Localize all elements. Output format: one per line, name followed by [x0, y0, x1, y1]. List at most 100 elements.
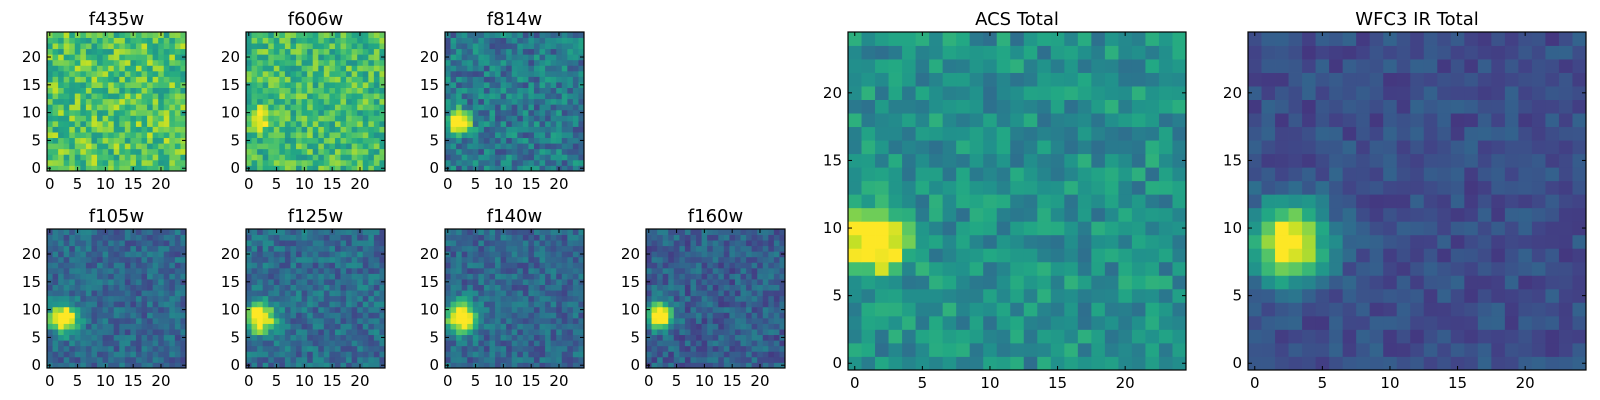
heatmap-pixel: [58, 273, 65, 280]
heatmap-pixel: [861, 329, 876, 344]
heatmap-pixel: [561, 65, 568, 72]
heatmap-pixel: [251, 351, 258, 358]
heatmap-pixel: [875, 207, 889, 222]
heatmap-pixel: [301, 82, 308, 88]
heatmap-pixel: [461, 234, 468, 241]
heatmap-pixel: [180, 98, 187, 105]
heatmap-pixel: [517, 82, 524, 88]
heatmap-pixel: [723, 351, 730, 358]
heatmap-pixel: [158, 109, 165, 116]
heatmap-pixel: [102, 317, 109, 324]
heatmap-pixel: [445, 301, 451, 308]
heatmap-pixel: [52, 165, 59, 172]
heatmap-pixel: [279, 229, 286, 235]
heatmap-pixel: [124, 301, 131, 308]
heatmap-pixel: [461, 37, 468, 44]
heatmap-pixel: [539, 345, 546, 352]
heatmap-pixel: [334, 76, 341, 83]
heatmap-pixel: [141, 154, 148, 161]
heatmap-pixel: [318, 148, 325, 155]
heatmap-pixel: [478, 120, 485, 127]
heatmap-pixel: [257, 312, 264, 319]
heatmap-pixel: [578, 345, 585, 352]
heatmap-pixel: [318, 267, 325, 274]
heatmap-pixel: [773, 312, 780, 319]
heatmap-pixel: [461, 148, 468, 155]
heatmap-pixel: [279, 234, 286, 241]
heatmap-pixel: [456, 306, 463, 313]
heatmap-pixel: [91, 351, 98, 358]
heatmap-pixel: [690, 334, 697, 341]
heatmap-pixel: [284, 290, 291, 297]
heatmap-pixel: [273, 323, 280, 330]
heatmap-pixel: [511, 98, 518, 105]
heatmap-pixel: [351, 334, 358, 341]
heatmap-pixel: [550, 267, 557, 274]
heatmap-pixel: [450, 245, 457, 252]
heatmap-pixel: [379, 65, 386, 72]
heatmap-pixel: [567, 317, 574, 324]
heatmap-pixel: [533, 93, 540, 100]
heatmap-pixel: [757, 306, 764, 313]
heatmap-pixel: [450, 317, 457, 324]
heatmap-pixel: [58, 98, 65, 105]
heatmap-pixel: [450, 312, 457, 319]
heatmap-pixel: [174, 323, 181, 330]
heatmap-pixel: [362, 82, 369, 88]
heatmap-pixel: [323, 43, 330, 50]
heatmap-pixel: [996, 288, 1011, 303]
heatmap-pixel: [52, 37, 59, 44]
heatmap-pixel: [102, 279, 109, 285]
heatmap-pixel: [108, 279, 115, 285]
heatmap-pixel: [773, 323, 780, 330]
heatmap-pixel: [506, 229, 513, 235]
heatmap-pixel: [875, 167, 889, 182]
heatmap-pixel: [740, 317, 747, 324]
heatmap-pixel: [478, 273, 485, 280]
heatmap-pixel: [113, 93, 120, 100]
heatmap-pixel: [373, 32, 380, 38]
heatmap-pixel: [696, 351, 702, 358]
heatmap-pixel: [362, 329, 369, 336]
heatmap-pixel: [74, 115, 81, 122]
heatmap-pixel: [174, 120, 181, 127]
heatmap-pixel: [1037, 288, 1052, 303]
panel-title-f125w: f125w: [288, 206, 343, 227]
heatmap-pixel: [80, 329, 87, 336]
heatmap-pixel: [668, 234, 675, 241]
heatmap-pixel: [180, 159, 187, 166]
heatmap-pixel: [58, 54, 65, 61]
heatmap-pixel: [483, 345, 490, 352]
heatmap-pixel: [152, 148, 159, 155]
heatmap-pixel: [130, 329, 137, 336]
heatmap-pixel: [362, 48, 369, 55]
heatmap-pixel: [679, 234, 686, 241]
heatmap-pixel: [373, 154, 380, 161]
heatmap-pixel: [539, 340, 546, 347]
heatmap-pixel: [108, 126, 115, 133]
heatmap-pixel: [130, 76, 137, 83]
heatmap-pixel: [357, 159, 364, 166]
heatmap-pixel: [141, 98, 148, 105]
heatmap-pixel: [550, 362, 557, 369]
heatmap-pixel: [340, 109, 347, 116]
heatmap-pixel: [1037, 302, 1052, 317]
heatmap-pixel: [450, 98, 457, 105]
heatmap-pixel: [135, 109, 142, 116]
y-tick-label: 10: [221, 104, 240, 122]
heatmap-pixel: [340, 273, 347, 280]
heatmap-pixel: [567, 234, 574, 241]
heatmap-pixel: [296, 240, 302, 247]
heatmap-pixel: [956, 248, 971, 263]
heatmap-pixel: [80, 59, 87, 66]
heatmap-pixel: [169, 32, 176, 38]
heatmap-pixel: [522, 59, 529, 66]
heatmap-pixel: [130, 104, 137, 111]
heatmap-pixel: [578, 317, 585, 324]
heatmap-pixel: [102, 301, 109, 308]
heatmap-pixel: [506, 43, 513, 50]
heatmap-pixel: [545, 104, 552, 111]
heatmap-pixel: [318, 115, 325, 122]
heatmap-pixel: [556, 82, 563, 88]
